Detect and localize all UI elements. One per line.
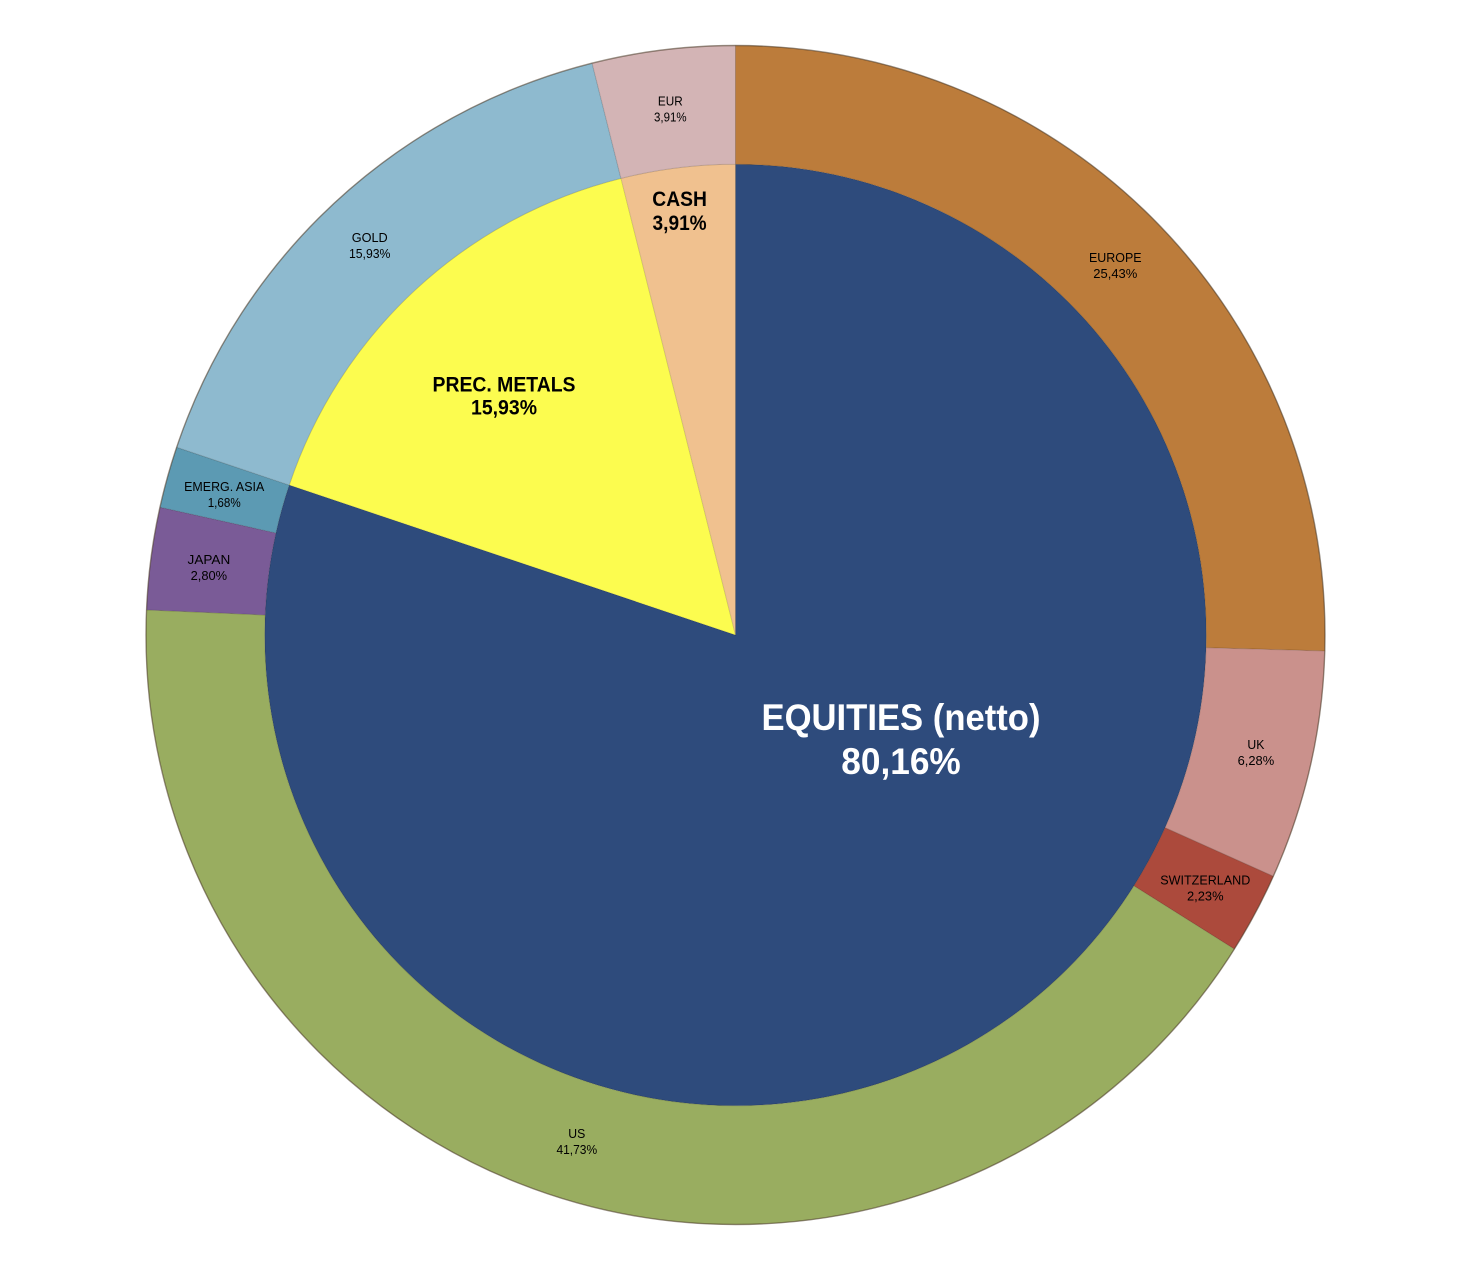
svg-text:EMERG. ASIA: EMERG. ASIA bbox=[184, 479, 264, 494]
svg-text:EUR: EUR bbox=[658, 93, 683, 108]
svg-text:PREC. METALS: PREC. METALS bbox=[433, 374, 576, 397]
svg-text:41,73%: 41,73% bbox=[556, 1142, 597, 1157]
svg-text:EUROPE: EUROPE bbox=[1089, 250, 1142, 265]
svg-text:JAPAN: JAPAN bbox=[188, 552, 231, 567]
svg-text:SWITZERLAND: SWITZERLAND bbox=[1160, 873, 1250, 888]
svg-text:US: US bbox=[568, 1126, 585, 1141]
svg-text:CASH: CASH bbox=[652, 188, 707, 211]
svg-text:GOLD: GOLD bbox=[352, 230, 388, 245]
svg-text:25,43%: 25,43% bbox=[1093, 266, 1137, 281]
svg-text:3,91%: 3,91% bbox=[654, 109, 687, 124]
svg-text:2,80%: 2,80% bbox=[191, 568, 228, 583]
svg-text:1,68%: 1,68% bbox=[208, 495, 241, 510]
svg-text:EQUITIES (netto): EQUITIES (netto) bbox=[762, 697, 1041, 738]
svg-text:UK: UK bbox=[1247, 737, 1264, 752]
svg-text:15,93%: 15,93% bbox=[471, 397, 537, 420]
svg-text:2,23%: 2,23% bbox=[1187, 889, 1224, 904]
svg-text:80,16%: 80,16% bbox=[841, 741, 961, 782]
svg-text:15,93%: 15,93% bbox=[349, 246, 391, 261]
svg-text:6,28%: 6,28% bbox=[1238, 753, 1275, 768]
svg-text:3,91%: 3,91% bbox=[653, 212, 707, 235]
